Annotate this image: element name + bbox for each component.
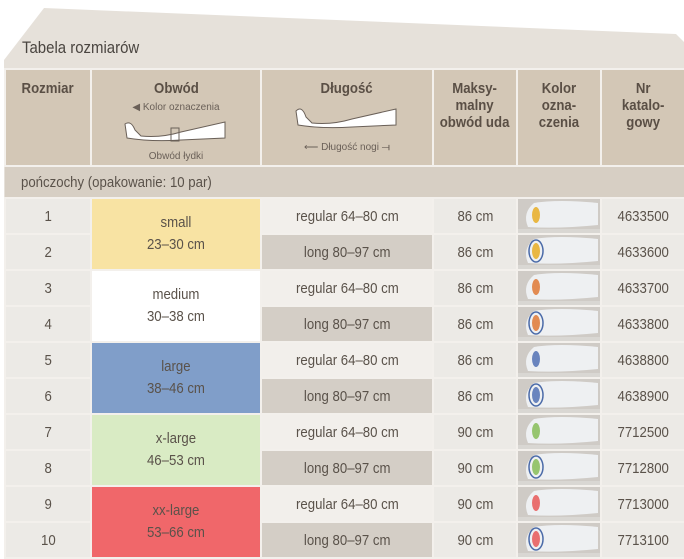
row-number: 4 [4, 305, 92, 343]
sock-marker-icon [518, 199, 600, 229]
header-catalog: Nr katalo- gowy [600, 68, 684, 167]
thigh-cell: 90 cm [432, 521, 518, 559]
size-table: Rozmiar Obwód ◀ Kolor oznaczenia Obwód ł… [4, 68, 684, 559]
length-cell: long 80–97 cm [260, 521, 434, 559]
catalog-number: 4638900 [600, 377, 684, 415]
catalog-number: 4633800 [600, 305, 684, 343]
color-marker-cell [516, 197, 602, 235]
row-number: 7 [4, 413, 92, 451]
table-row: 5 large 38–46 cm regular 64–80 cm 86 cm 46388… [4, 341, 684, 415]
leg-length-label: ⟵ Długość nogi ⟞ [303, 142, 391, 153]
catalog-number: 7713100 [600, 521, 684, 559]
header-row: Rozmiar Obwód ◀ Kolor oznaczenia Obwód ł… [4, 68, 684, 167]
color-marker-cell [516, 233, 602, 271]
table-row: 8 long 80–97 cm 90 cm 7712800 [4, 449, 684, 487]
size-cell: medium 30–38 cm [90, 269, 262, 343]
length-cell: long 80–97 cm [260, 305, 434, 343]
leg-length-icon [295, 108, 397, 129]
catalog-number: 4633700 [600, 269, 684, 307]
thigh-cell: 90 cm [432, 413, 518, 451]
row-number: 10 [4, 521, 92, 559]
header-length: Długość ⟵ Długość nogi ⟞ [260, 68, 434, 167]
color-marker-cell [516, 485, 602, 523]
table-row: 1 small 23–30 cm regular 64–80 cm 86 cm 46335… [4, 197, 684, 271]
calf-label: Obwód łydki [148, 151, 204, 162]
sock-marker-icon [518, 271, 600, 301]
size-cell: x-large 46–53 cm [90, 413, 262, 487]
thigh-cell: 90 cm [432, 449, 518, 487]
length-cell: regular 64–80 cm [260, 269, 434, 307]
section-row: pończochy (opakowanie: 10 par) [5, 165, 684, 199]
color-marker-cell [516, 341, 602, 379]
color-marker-cell [516, 413, 602, 451]
table-row: 7 x-large 46–53 cm regular 64–80 cm 90 cm 771… [4, 413, 684, 487]
table-row: 4 long 80–97 cm 86 cm 4633800 [4, 305, 684, 343]
thigh-cell: 86 cm [432, 197, 518, 235]
sock-marker-icon [518, 451, 600, 481]
length-cell: regular 64–80 cm [260, 197, 434, 235]
sock-marker-icon [518, 235, 600, 265]
sock-marker-icon [518, 379, 600, 409]
length-cell: long 80–97 cm [260, 377, 434, 415]
catalog-number: 4638800 [600, 341, 684, 379]
circ-marker-label: ◀ Kolor oznaczenia [132, 102, 220, 113]
header-thigh: Maksy- malny obwód uda [432, 68, 518, 167]
length-cell: long 80–97 cm [260, 449, 434, 487]
row-number: 6 [4, 377, 92, 415]
color-marker-cell [516, 305, 602, 343]
sock-marker-icon [518, 343, 600, 373]
row-number: 5 [4, 341, 92, 379]
row-number: 1 [4, 197, 92, 235]
color-marker-cell [516, 269, 602, 307]
thigh-cell: 86 cm [432, 269, 518, 307]
page-title: Tabela rozmiarów [22, 38, 140, 57]
catalog-number: 7713000 [600, 485, 684, 523]
thigh-cell: 86 cm [432, 305, 518, 343]
leg-circumference-icon [124, 121, 226, 142]
sock-marker-icon [518, 307, 600, 337]
catalog-number: 4633600 [600, 233, 684, 271]
color-marker-cell [516, 449, 602, 487]
thigh-cell: 86 cm [432, 233, 518, 271]
row-number: 2 [4, 233, 92, 271]
catalog-number: 4633500 [600, 197, 684, 235]
size-cell: small 23–30 cm [90, 197, 262, 271]
sock-marker-icon [518, 523, 600, 553]
table-row: 6 long 80–97 cm 86 cm 4638900 [4, 377, 684, 415]
table-row: 9 xx-large 53–66 cm regular 64–80 cm 90 cm 77… [4, 485, 684, 559]
thigh-cell: 86 cm [432, 377, 518, 415]
table-row: 2 long 80–97 cm 86 cm 4633600 [4, 233, 684, 271]
header-size: Rozmiar [4, 68, 92, 167]
length-cell: regular 64–80 cm [260, 341, 434, 379]
size-cell: xx-large 53–66 cm [90, 485, 262, 559]
row-number: 9 [4, 485, 92, 523]
header-circumference: Obwód ◀ Kolor oznaczenia Obwód łydki [90, 68, 262, 167]
length-cell: long 80–97 cm [260, 233, 434, 271]
header-color: Kolor ozna- czenia [516, 68, 602, 167]
length-cell: regular 64–80 cm [260, 485, 434, 523]
color-marker-cell [516, 377, 602, 415]
catalog-number: 7712800 [600, 449, 684, 487]
sock-marker-icon [518, 487, 600, 517]
length-cell: regular 64–80 cm [260, 413, 434, 451]
thigh-cell: 90 cm [432, 485, 518, 523]
size-cell: large 38–46 cm [90, 341, 262, 415]
row-number: 8 [4, 449, 92, 487]
thigh-cell: 86 cm [432, 341, 518, 379]
catalog-number: 7712500 [600, 413, 684, 451]
row-number: 3 [4, 269, 92, 307]
sock-marker-icon [518, 415, 600, 445]
color-marker-cell [516, 521, 602, 559]
table-row: 3 medium 30–38 cm regular 64–80 cm 86 cm 4633… [4, 269, 684, 343]
